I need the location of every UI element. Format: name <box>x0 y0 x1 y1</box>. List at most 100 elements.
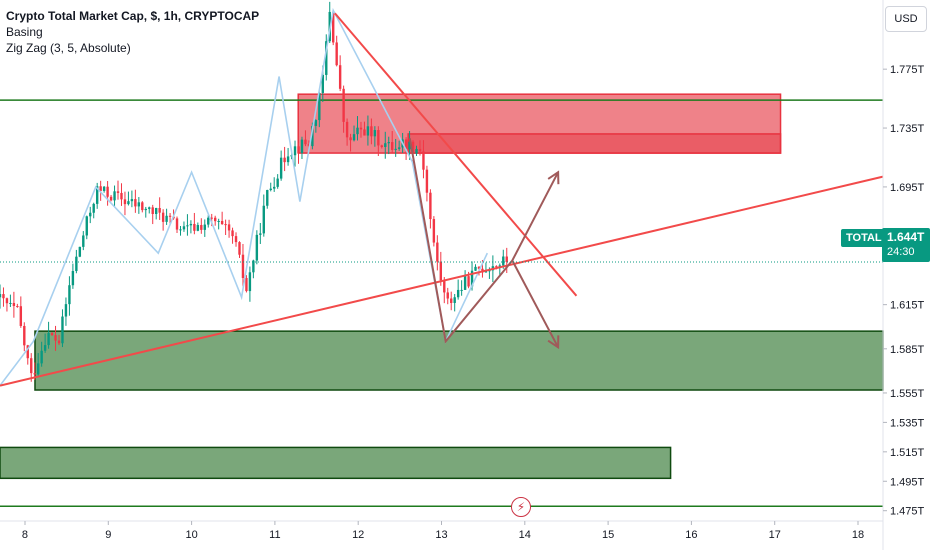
candle-body <box>182 226 186 230</box>
x-tick-label: 16 <box>685 529 697 541</box>
symbol-price-label: TOTAL <box>841 229 887 247</box>
candle-body <box>154 208 158 214</box>
x-tick-label: 15 <box>602 529 614 541</box>
candle-body <box>85 216 88 236</box>
candle-body <box>5 298 9 304</box>
candle-body <box>429 192 432 220</box>
candle-body <box>370 126 373 137</box>
price-axis[interactable]: 1.775T1.735T1.695T1.655T1.615T1.585T1.55… <box>883 64 925 518</box>
candle-body <box>255 234 259 261</box>
x-tick-label: 17 <box>769 529 781 541</box>
y-tick-label: 1.585T <box>890 344 925 356</box>
candle-body <box>356 127 359 135</box>
candle-body <box>9 302 12 304</box>
candle-body <box>342 88 345 122</box>
supply-zone-inner <box>407 133 782 154</box>
candle-body <box>213 217 217 222</box>
candle-body <box>266 190 269 206</box>
y-tick-label: 1.535T <box>890 417 925 429</box>
candle-body <box>332 11 335 43</box>
candle-body <box>241 254 245 278</box>
y-tick-label: 1.735T <box>890 123 925 135</box>
candle-body <box>418 148 422 152</box>
candle-body <box>439 261 443 281</box>
candle-body <box>311 125 314 147</box>
candle-body <box>26 345 29 359</box>
indicator-zigzag[interactable]: Zig Zag (3, 5, Absolute) <box>6 41 131 55</box>
candle-body <box>259 233 262 235</box>
indicator-basing[interactable]: Basing <box>6 25 43 39</box>
candle-body <box>16 306 19 308</box>
candle-body <box>75 256 78 272</box>
candle-body <box>82 235 85 247</box>
candle-body <box>321 74 324 93</box>
y-tick-label: 1.695T <box>890 182 925 194</box>
lightning-icon[interactable]: ⚡ <box>511 497 531 517</box>
zigzag-line <box>0 7 489 387</box>
x-tick-label: 18 <box>852 529 864 541</box>
candle-body <box>325 41 328 75</box>
symbol-title[interactable]: Crypto Total Market Cap, $, 1h, CRYPTOCA… <box>6 9 260 23</box>
currency-button[interactable]: USD <box>885 6 927 32</box>
candle-body <box>43 345 47 351</box>
candle-body <box>477 266 481 269</box>
y-tick-label: 1.555T <box>890 388 925 400</box>
candle-body <box>432 219 436 243</box>
candle-body <box>245 277 248 292</box>
candle-body <box>279 157 283 179</box>
candle-body <box>130 199 134 202</box>
candle-body <box>373 130 377 137</box>
candle-body <box>210 217 213 219</box>
candle-body <box>186 225 189 227</box>
candle-body <box>89 212 92 217</box>
candle-body <box>33 373 36 375</box>
demand-zone-lower <box>0 446 672 480</box>
candle-body <box>175 218 179 230</box>
trendlines-layer <box>0 12 884 387</box>
x-tick-label: 14 <box>519 529 531 541</box>
candle-body <box>488 270 491 272</box>
candle-body <box>377 130 380 146</box>
candle-body <box>300 139 304 153</box>
candle-body <box>95 186 99 204</box>
candle-body <box>422 151 425 170</box>
candle-body <box>283 157 286 163</box>
candle-body <box>2 294 5 299</box>
candle-body <box>231 230 234 237</box>
candle-body <box>0 294 2 298</box>
candle-body <box>380 145 384 147</box>
candle-body <box>123 199 127 205</box>
candle-body <box>158 208 161 213</box>
candle-body <box>127 201 130 205</box>
time-axis[interactable]: 8 9 10 11 12 13 14 15 16 17 18 <box>22 521 864 541</box>
x-tick-label: 12 <box>352 529 364 541</box>
candle-body <box>318 92 321 121</box>
candle-body <box>463 276 467 290</box>
candle-body <box>227 224 231 231</box>
candle-body <box>64 304 68 317</box>
candle-body <box>113 191 116 201</box>
candle-body <box>345 121 349 138</box>
candle-body <box>106 186 109 197</box>
candle-body <box>40 350 43 364</box>
candle-body <box>436 242 439 262</box>
x-tick-label: 11 <box>269 529 280 541</box>
candle-body <box>252 260 255 273</box>
candle-body <box>134 199 137 207</box>
last-price-badge: 1.644T 24:30 <box>882 228 930 262</box>
candle-body <box>314 120 318 126</box>
candle-body <box>394 148 397 150</box>
candle-body <box>19 306 23 326</box>
x-tick-label: 13 <box>435 529 447 541</box>
candle-body <box>179 229 182 231</box>
y-tick-label: 1.615T <box>890 300 925 312</box>
candle-body <box>36 363 40 375</box>
projection-path-arrowhead <box>547 170 560 185</box>
candle-body <box>470 270 474 287</box>
zigzag-layer <box>0 7 489 387</box>
candle-body <box>61 316 64 344</box>
candle-body <box>304 139 307 145</box>
candle-body <box>248 272 252 292</box>
candle-body <box>411 141 415 154</box>
